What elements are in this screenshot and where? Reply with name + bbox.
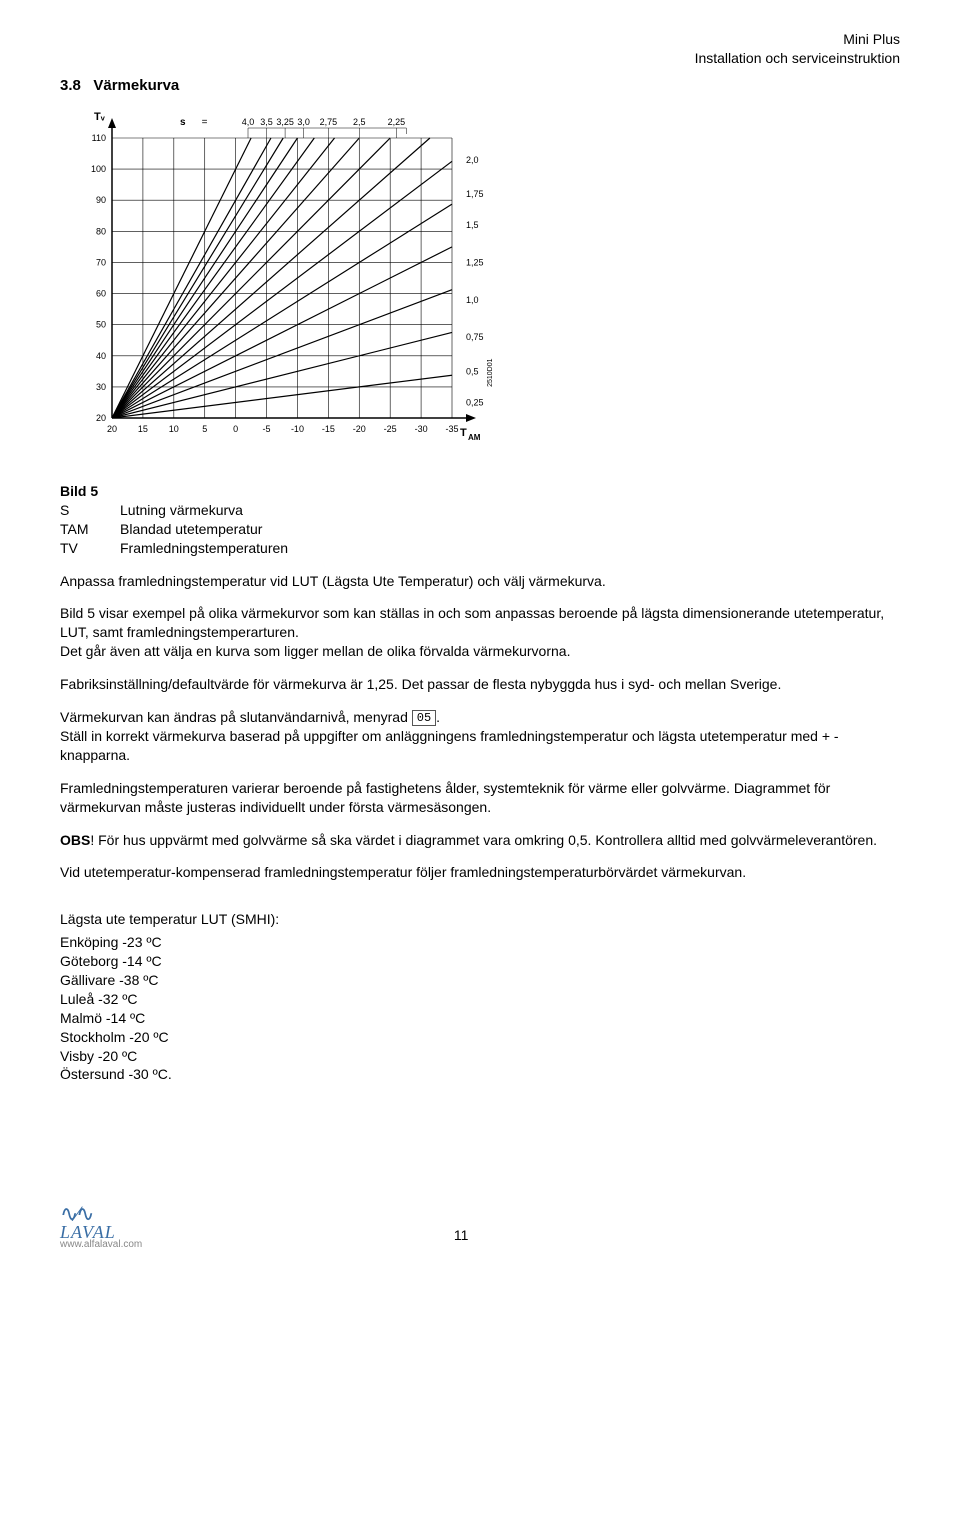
chart-legend: Bild 5 SLutning värmekurvaTAMBlandad ute… (60, 482, 900, 558)
logo-name: LAVAL (60, 1224, 142, 1240)
legend-key: TV (60, 539, 120, 558)
page-footer: ∿∕∿ LAVAL www.alfalaval.com 11 (60, 1204, 900, 1249)
svg-text:50: 50 (96, 320, 106, 330)
svg-text:20: 20 (96, 413, 106, 423)
svg-text:0,75: 0,75 (466, 332, 484, 342)
p2-line1: Bild 5 visar exempel på olika värmekurvo… (60, 605, 884, 640)
lut-city-list: Enköping -23 ºCGöteborg -14 ºCGällivare … (60, 933, 900, 1084)
lut-title: Lägsta ute temperatur LUT (SMHI): (60, 910, 900, 929)
svg-text:80: 80 (96, 226, 106, 236)
paragraph-7: Vid utetemperatur-kompenserad framlednin… (60, 863, 900, 882)
doc-header: Mini Plus Installation och serviceinstru… (60, 30, 900, 68)
svg-text:-10: -10 (291, 424, 304, 434)
svg-text:90: 90 (96, 195, 106, 205)
svg-text:60: 60 (96, 289, 106, 299)
section-heading: 3.8 Värmekurva (60, 76, 900, 96)
lut-block: Lägsta ute temperatur LUT (SMHI): Enköpi… (60, 910, 900, 1084)
svg-text:3,5: 3,5 (260, 117, 273, 127)
p6-text: ! För hus uppvärmt med golvvärme så ska … (90, 832, 877, 848)
paragraph-4: Värmekurvan kan ändras på slutanvändarni… (60, 708, 900, 765)
svg-text:0,5: 0,5 (466, 366, 479, 376)
svg-text:1,25: 1,25 (466, 257, 484, 267)
section-title-text: Värmekurva (93, 77, 179, 94)
svg-text:40: 40 (96, 351, 106, 361)
p2-line2: Det går även att välja en kurva som ligg… (60, 643, 570, 659)
legend-key: TAM (60, 520, 120, 539)
lut-city: Luleå -32 ºC (60, 990, 900, 1009)
svg-text:s: s (180, 117, 186, 128)
svg-text:-30: -30 (415, 424, 428, 434)
svg-text:-15: -15 (322, 424, 335, 434)
svg-text:20: 20 (107, 424, 117, 434)
legend-key: S (60, 501, 120, 520)
svg-text:Tᵥ: Tᵥ (94, 111, 106, 123)
p4-prefix: Värmekurvan kan ändras på slutanvändarni… (60, 709, 412, 725)
p4-line2: Ställ in korrekt värmekurva baserad på u… (60, 728, 839, 763)
lut-city: Stockholm -20 ºC (60, 1028, 900, 1047)
legend-row: TAMBlandad utetemperatur (60, 520, 900, 539)
header-line1: Mini Plus (60, 30, 900, 49)
svg-text:2,5: 2,5 (353, 117, 366, 127)
svg-text:-35: -35 (445, 424, 458, 434)
svg-text:=: = (202, 117, 208, 128)
svg-text:2,25: 2,25 (388, 117, 406, 127)
svg-text:4,0: 4,0 (242, 117, 255, 127)
svg-text:3,25: 3,25 (276, 117, 294, 127)
svg-text:15: 15 (138, 424, 148, 434)
legend-desc: Blandad utetemperatur (120, 520, 262, 539)
svg-text:10: 10 (169, 424, 179, 434)
svg-text:1,75: 1,75 (466, 189, 484, 199)
alfa-laval-logo: ∿∕∿ LAVAL www.alfalaval.com (60, 1204, 142, 1249)
page-number: 11 (142, 1226, 780, 1249)
svg-text:5: 5 (202, 424, 207, 434)
svg-text:0: 0 (233, 424, 238, 434)
svg-text:-25: -25 (384, 424, 397, 434)
paragraph-6: OBS! För hus uppvärmt med golvvärme så s… (60, 831, 900, 850)
svg-text:-20: -20 (353, 424, 366, 434)
p4-period: . (436, 709, 440, 725)
svg-text:2510D01: 2510D01 (487, 358, 494, 387)
lut-city: Enköping -23 ºC (60, 933, 900, 952)
lut-city: Malmö -14 ºC (60, 1009, 900, 1028)
svg-text:70: 70 (96, 257, 106, 267)
svg-text:0,25: 0,25 (466, 397, 484, 407)
svg-text:2,0: 2,0 (466, 155, 479, 165)
heat-curve-chart: 203040506070809010011020151050-5-10-15-2… (66, 108, 526, 468)
lut-city: Visby -20 ºC (60, 1047, 900, 1066)
svg-text:110: 110 (92, 133, 106, 143)
legend-desc: Framledningstemperaturen (120, 539, 288, 558)
lut-city: Östersund -30 ºC. (60, 1065, 900, 1084)
svg-text:30: 30 (96, 382, 106, 392)
paragraph-5: Framledningstemperaturen varierar beroen… (60, 779, 900, 817)
svg-text:100: 100 (91, 164, 106, 174)
paragraph-3: Fabriksinställning/defaultvärde för värm… (60, 675, 900, 694)
legend-desc: Lutning värmekurva (120, 501, 243, 520)
p7-prefix: Vid utetemperatur-kompenserad framlednin… (60, 864, 450, 880)
svg-text:2,75: 2,75 (320, 117, 338, 127)
p7-rest: framledningstemperaturbörvärdet värmekur… (450, 864, 746, 880)
header-line2: Installation och serviceinstruktion (60, 49, 900, 68)
svg-text:T: T (460, 427, 467, 439)
legend-title: Bild 5 (60, 482, 900, 501)
svg-text:1,5: 1,5 (466, 220, 479, 230)
paragraph-2: Bild 5 visar exempel på olika värmekurvo… (60, 604, 900, 661)
menu-row-icon: 05 (412, 710, 436, 726)
svg-text:-5: -5 (263, 424, 271, 434)
svg-text:1,0: 1,0 (466, 295, 479, 305)
legend-row: TVFramledningstemperaturen (60, 539, 900, 558)
obs-label: OBS (60, 832, 90, 848)
svg-text:3,0: 3,0 (297, 117, 310, 127)
paragraph-1: Anpassa framledningstemperatur vid LUT (… (60, 572, 900, 591)
lut-city: Göteborg -14 ºC (60, 952, 900, 971)
legend-row: SLutning värmekurva (60, 501, 900, 520)
lut-city: Gällivare -38 ºC (60, 971, 900, 990)
logo-url: www.alfalaval.com (60, 1240, 142, 1249)
svg-text:AM: AM (468, 433, 481, 442)
section-number: 3.8 (60, 77, 81, 94)
